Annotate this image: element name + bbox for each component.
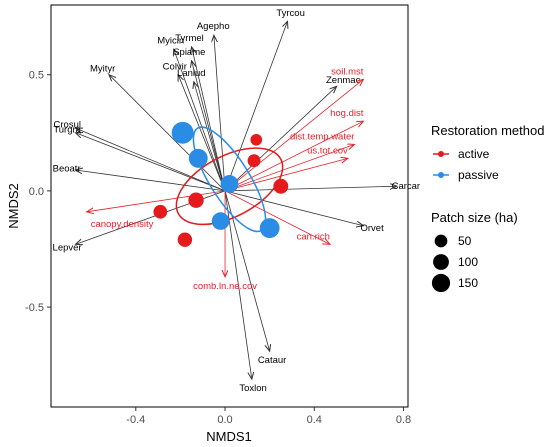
y-tick-label: 0.5 xyxy=(29,70,44,82)
legend-size-items: 50 100 150 xyxy=(431,234,478,293)
env-vector-us-tot-cov xyxy=(224,158,348,192)
legend-label-passive: passive xyxy=(458,168,499,182)
species-label: Lanlud xyxy=(177,68,206,79)
x-tick-label: 0.8 xyxy=(396,414,411,426)
env-label: us.tot.cov xyxy=(307,145,348,156)
legend-size-title: Patch size (ha) xyxy=(431,210,518,225)
y-axis-ticks: -0.5 0.0 0.5 xyxy=(25,70,51,314)
point-passive xyxy=(211,212,230,230)
species-vector-tyrcou xyxy=(224,21,287,192)
species-vector-myicin xyxy=(174,49,226,192)
legend-size-dot xyxy=(431,273,451,293)
point-active xyxy=(188,192,204,208)
legend-size-label: 150 xyxy=(458,276,478,290)
env-label: hog.dist xyxy=(330,108,364,119)
species-vector-myityr xyxy=(109,75,226,192)
species-label: Tyrcou xyxy=(276,8,305,19)
env-vector-can-rich xyxy=(224,190,330,244)
point-active xyxy=(250,133,263,146)
legend-method-items: active passive xyxy=(433,147,499,182)
point-passive xyxy=(259,218,280,238)
legend-size-dot xyxy=(434,234,448,248)
species-label: Colvir xyxy=(163,61,187,72)
env-label: soil.mst xyxy=(331,66,364,77)
species-label: Carcar xyxy=(392,181,421,192)
point-passive xyxy=(220,175,239,193)
x-axis-title: NMDS1 xyxy=(206,429,252,444)
x-tick-label: 0.0 xyxy=(217,414,232,426)
y-tick-label: -0.5 xyxy=(25,302,44,314)
x-axis-ticks: -0.4 0.0 0.4 0.8 xyxy=(126,407,411,426)
species-label: Turgra xyxy=(53,125,81,136)
species-label: Cataur xyxy=(258,355,287,366)
y-tick-label: 0.0 xyxy=(29,186,44,198)
env-label: can.rich xyxy=(297,231,330,242)
species-label: Lepver xyxy=(53,242,82,253)
env-vector-canopy-density xyxy=(87,190,226,212)
env-label: comb.ln.ne.cov xyxy=(193,281,257,292)
legend-size-label: 50 xyxy=(458,234,472,248)
env-vectors: soil.mst hog.dist dist.temp.water us.tot.co… xyxy=(87,66,364,292)
point-active xyxy=(247,154,261,168)
y-axis-title: NMDS2 xyxy=(6,183,21,229)
species-vector-carcar xyxy=(225,186,397,192)
legend-label-active: active xyxy=(458,147,490,161)
species-label: Agepho xyxy=(197,21,230,32)
species-label: Beoatr xyxy=(53,164,81,175)
species-label: Crosul xyxy=(54,120,81,131)
legend-size-dot xyxy=(433,254,449,270)
species-vector-beoatr xyxy=(76,170,226,192)
species-vector-zenmac xyxy=(224,86,337,192)
species-label: Toxlon xyxy=(239,383,266,394)
point-active xyxy=(153,204,168,219)
species-vector-tyrmel xyxy=(192,47,226,191)
legend-dot-active xyxy=(438,151,444,157)
species-vector-agepho xyxy=(214,35,226,191)
point-active xyxy=(273,178,289,194)
env-vector-hog-dist xyxy=(224,121,363,192)
species-label: Zenmac xyxy=(326,75,361,86)
species-vector-turgra xyxy=(76,133,226,192)
point-passive xyxy=(188,148,208,168)
species-vector-crosul xyxy=(76,128,226,192)
point-passive xyxy=(171,121,194,144)
env-label: dist.temp.water xyxy=(290,131,354,142)
x-tick-label: 0.4 xyxy=(307,414,322,426)
species-vector-colvir xyxy=(178,75,226,192)
species-label: Myicin xyxy=(157,36,184,47)
species-label: Myityr xyxy=(90,63,115,74)
ellipse-active xyxy=(175,147,284,226)
x-tick-label: -0.4 xyxy=(126,414,145,426)
sample-points xyxy=(153,121,289,247)
point-active xyxy=(177,232,193,247)
legend-size-label: 100 xyxy=(458,255,478,269)
species-label: Orvet xyxy=(360,223,384,234)
legend-dot-passive xyxy=(438,172,444,178)
species-vector-toxlon xyxy=(224,190,252,379)
legend: Restoration method active passive Patch s… xyxy=(431,123,544,293)
species-vector-orvet xyxy=(224,190,363,226)
env-vector-dist-temp-water xyxy=(224,144,354,192)
species-label: Tyrmel xyxy=(175,33,204,44)
axes: -0.4 0.0 0.4 0.8 -0.5 0.0 0.5 NMDS1 NMDS2 xyxy=(6,70,411,444)
env-label: canopy.density xyxy=(91,219,154,230)
legend-method-title: Restoration method xyxy=(431,123,544,138)
species-vector-lanlud xyxy=(194,82,226,192)
species-label: Spiame xyxy=(173,47,205,58)
